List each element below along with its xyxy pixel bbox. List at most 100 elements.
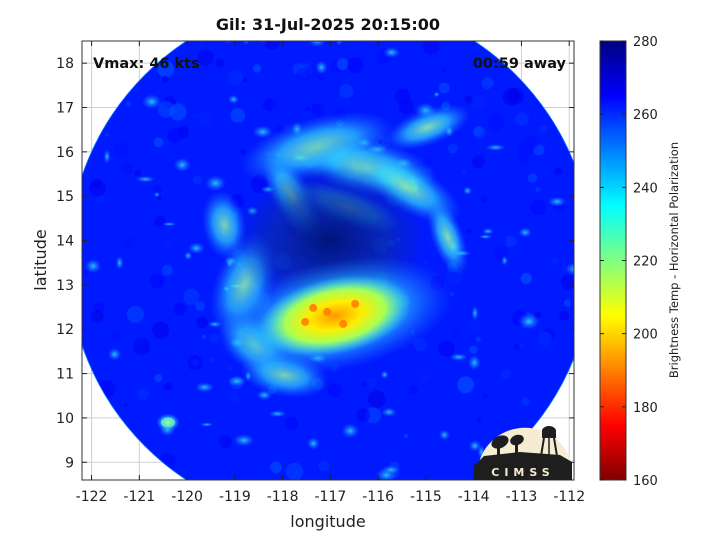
convective-cell (517, 313, 540, 330)
texture-speck (468, 319, 480, 331)
texture-speck (192, 114, 198, 119)
texture-speck (161, 264, 173, 276)
convective-cell (335, 41, 343, 46)
texture-speck (483, 393, 489, 400)
texture-speck (509, 198, 525, 214)
texture-speck (448, 143, 458, 154)
texture-speck (261, 42, 267, 49)
texture-speck (157, 61, 175, 78)
convective-cell (135, 176, 155, 183)
texture-speck (358, 0, 370, 11)
texture-speck (305, 106, 310, 111)
texture-speck (219, 435, 233, 449)
convective-cell (228, 94, 239, 104)
y-tick-label: 15 (56, 189, 74, 205)
rainband-segment (427, 199, 469, 276)
texture-speck (134, 169, 142, 177)
chart-title: Gil: 31-Jul-2025 20:15:00 (216, 15, 440, 34)
texture-speck (318, 460, 330, 472)
texture-speck (104, 132, 110, 137)
convective-cell (85, 259, 102, 274)
texture-speck (366, 377, 377, 388)
texture-speck (438, 82, 450, 94)
texture-speck (196, 316, 208, 329)
texture-speck (164, 238, 173, 247)
texture-speck (195, 301, 205, 311)
texture-speck (154, 215, 166, 228)
x-tick-label: -119 (219, 489, 251, 505)
convective-cell (108, 348, 122, 361)
texture-speck (389, 506, 396, 513)
texture-speck (537, 331, 552, 346)
convective-cell (548, 196, 567, 207)
texture-speck (209, 333, 220, 344)
convective-cell (103, 149, 111, 164)
texture-speck (518, 343, 525, 349)
colorbar-ticks: 160 180 200 220 240 260 280 (600, 35, 658, 489)
texture-speck (471, 155, 485, 169)
texture-speck (563, 299, 572, 307)
colorbar-tick-label: 200 (633, 328, 658, 343)
texture-speck (539, 124, 548, 134)
y-tick-label: 16 (56, 145, 74, 161)
eyewall-core (258, 275, 412, 357)
convective-cell (184, 251, 193, 261)
texture-speck (252, 64, 262, 73)
texture-speck (125, 101, 132, 107)
convective-cell (142, 94, 162, 109)
texture-speck (361, 381, 368, 387)
texture-speck (284, 416, 298, 430)
satellite-dish-icon (491, 434, 524, 456)
convective-cell (478, 234, 493, 239)
convective-cell (383, 47, 400, 58)
texture-speck (231, 423, 239, 431)
texture-speck (120, 162, 134, 176)
texture-speck (367, 390, 386, 409)
convective-cell (565, 262, 574, 276)
convective-cell (501, 255, 508, 266)
convective-cell (380, 370, 389, 379)
texture-speck (461, 169, 467, 174)
convective-cell (205, 175, 226, 191)
convective-cell (381, 465, 401, 475)
colorbar-tick-label: 220 (633, 255, 658, 270)
texture-speck (198, 112, 212, 127)
texture-speck (215, 58, 225, 68)
texture-speck (559, 310, 570, 321)
texture-speck (489, 310, 503, 324)
texture-speck (554, 167, 563, 176)
texture-speck (502, 88, 521, 106)
texture-speck (438, 340, 455, 357)
texture-speck (187, 355, 203, 371)
texture-speck (173, 302, 187, 316)
convective-cell (462, 186, 473, 195)
texture-speck (394, 88, 411, 104)
texture-speck (228, 391, 240, 403)
y-tick-label: 17 (56, 101, 74, 117)
microwave-swath (82, 0, 574, 513)
texture-speck (450, 329, 461, 340)
x-tick-label: -116 (362, 489, 394, 505)
convective-cell (449, 353, 468, 361)
texture-speck (183, 288, 200, 306)
x-tick-label: -121 (123, 489, 155, 505)
texture-speck (476, 417, 482, 423)
convective-cell (188, 242, 205, 254)
texture-speck (151, 321, 170, 339)
texture-speck (227, 366, 232, 371)
texture-speck (90, 310, 104, 324)
texture-speck (264, 41, 280, 50)
texture-speck (221, 118, 231, 128)
texture-speck (336, 58, 349, 71)
texture-speck (470, 94, 487, 111)
convective-cell (471, 305, 479, 321)
texture-speck (517, 140, 534, 157)
texture-speck (530, 199, 546, 216)
texture-speck (536, 177, 549, 191)
texture-speck (208, 356, 215, 363)
convective-cell (153, 191, 160, 198)
texture-speck (361, 4, 368, 11)
texture-speck (403, 434, 409, 439)
colorbar-tick-label: 240 (633, 181, 658, 196)
y-tick-label: 18 (56, 56, 74, 72)
